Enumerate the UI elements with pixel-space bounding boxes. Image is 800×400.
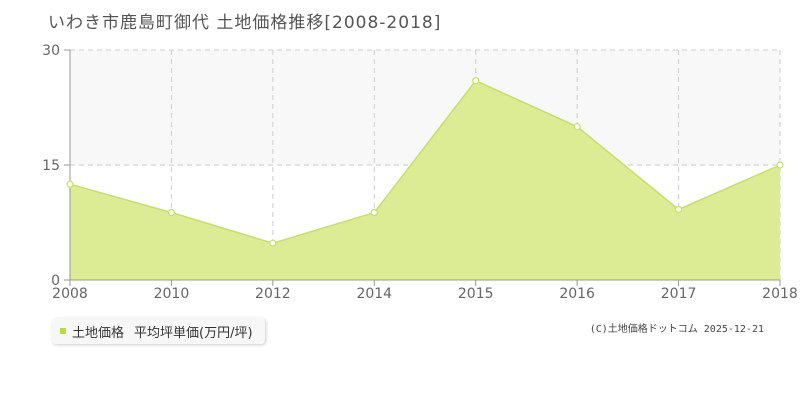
x-tick-label: 2017 bbox=[661, 286, 697, 302]
data-point bbox=[472, 77, 480, 85]
x-tick-label: 2014 bbox=[356, 286, 392, 302]
data-point bbox=[167, 208, 176, 217]
area-series bbox=[69, 79, 781, 281]
x-tick-label: 2016 bbox=[559, 286, 595, 302]
series-line bbox=[69, 79, 781, 244]
x-tick-label: 2018 bbox=[762, 286, 798, 302]
data-points bbox=[66, 77, 784, 247]
tick-labels: 0 15 30 2008 2010 2012 2014 2015 2016 2017 2018 bbox=[42, 43, 798, 302]
data-point bbox=[674, 205, 683, 214]
x-tick-label: 2008 bbox=[52, 286, 88, 302]
y-tick-label: 30 bbox=[42, 43, 60, 59]
copyright-text: (C)土地価格ドットコム 2025-12-21 bbox=[589, 324, 764, 335]
y-tick-label: 15 bbox=[42, 158, 60, 174]
x-tick-label: 2015 bbox=[458, 286, 494, 302]
legend[interactable]: 土地価格 平均坪単価(万円/坪) bbox=[52, 318, 265, 344]
x-tick-label: 2012 bbox=[255, 286, 291, 302]
x-tick-label: 2010 bbox=[154, 286, 190, 302]
legend-unit-label: 平均坪単価(万円/坪) bbox=[134, 325, 253, 341]
data-point bbox=[66, 180, 74, 188]
legend-marker bbox=[60, 328, 66, 334]
data-point bbox=[776, 161, 784, 169]
axes bbox=[64, 49, 781, 286]
legend-series-label: 土地価格 bbox=[72, 325, 125, 341]
data-point bbox=[269, 239, 277, 247]
area-fill bbox=[70, 80, 780, 281]
y-tick-label: 0 bbox=[51, 273, 60, 289]
chart-title: いわき市鹿島町御代 土地価格推移[2008-2018] bbox=[48, 13, 442, 33]
data-point bbox=[573, 123, 581, 131]
data-point bbox=[370, 208, 378, 217]
